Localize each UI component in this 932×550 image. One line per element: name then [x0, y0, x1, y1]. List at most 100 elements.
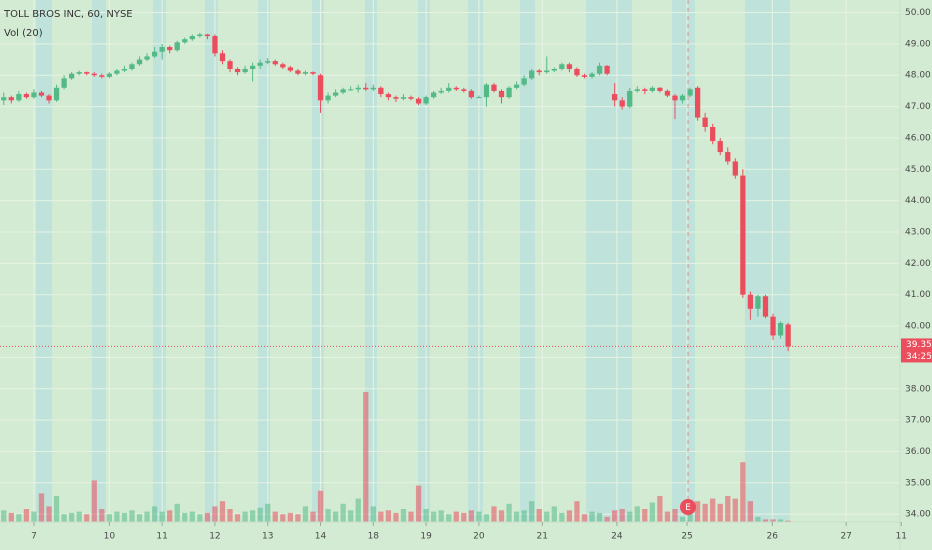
- candle-body: [777, 322, 784, 336]
- candle-body: [227, 61, 233, 69]
- candle-body: [551, 68, 557, 71]
- candle-body: [189, 36, 195, 40]
- volume-bar: [219, 501, 226, 522]
- x-tick-label: 11: [896, 532, 907, 542]
- x-tick-label: 18: [368, 532, 380, 542]
- candle-body: [476, 97, 482, 99]
- volume-bar: [287, 512, 293, 522]
- session-bands: [36, 0, 790, 522]
- y-tick-label: 40.00: [905, 322, 931, 332]
- candle-body: [265, 61, 271, 63]
- volume-bar: [423, 509, 429, 522]
- session-band: [586, 0, 632, 522]
- candle-body: [129, 64, 135, 69]
- volume-bar: [272, 511, 278, 522]
- volume-bar: [506, 503, 512, 522]
- candle-body: [340, 89, 346, 93]
- volume-bar: [400, 509, 407, 522]
- candle-body: [38, 92, 45, 96]
- earnings-marker[interactable]: [680, 499, 696, 515]
- volume-bar: [159, 511, 165, 522]
- candle-body: [91, 73, 97, 76]
- volume-bar: [431, 511, 437, 522]
- countdown-label: 34:25: [906, 352, 932, 362]
- x-tick-label: 26: [767, 532, 779, 542]
- volume-bar: [280, 514, 286, 522]
- volume-bar: [355, 498, 361, 522]
- volume-bar: [16, 514, 22, 522]
- candle-body: [310, 72, 316, 74]
- last-price-label: 39.35: [906, 340, 932, 350]
- volume-bar: [770, 519, 776, 522]
- volume-bar: [99, 509, 105, 522]
- candle-body: [272, 61, 278, 65]
- y-tick-label: 35.00: [905, 478, 931, 488]
- candle-body: [363, 87, 369, 90]
- volume-bar: [204, 512, 211, 522]
- candle-body: [31, 92, 37, 98]
- volume-bar: [265, 503, 271, 522]
- x-tick-label: 21: [537, 532, 548, 542]
- candle-body: [483, 84, 490, 98]
- candle-body: [355, 87, 361, 90]
- volume-label: Vol (20): [4, 28, 43, 39]
- x-tick-label: 14: [315, 532, 327, 542]
- candle-body: [694, 87, 701, 118]
- candle-body: [612, 94, 618, 101]
- volume-bar: [182, 512, 188, 522]
- candle-body: [717, 141, 723, 153]
- earnings-marker-label[interactable]: E: [685, 503, 691, 513]
- candle-body: [159, 47, 165, 52]
- candle-body: [400, 97, 407, 99]
- volume-bar: [702, 503, 708, 522]
- volume-bar: [521, 510, 527, 522]
- volume-bar: [551, 506, 557, 522]
- candle-body: [76, 72, 82, 74]
- volume-bar: [325, 509, 331, 522]
- candle-body: [521, 78, 527, 85]
- candle-body: [317, 75, 324, 101]
- candle-body: [453, 87, 459, 90]
- volume-bar: [38, 493, 45, 522]
- candle-body: [423, 97, 429, 104]
- y-tick-label: 46.00: [905, 133, 931, 143]
- volume-bar: [589, 511, 595, 522]
- volume-bar: [694, 501, 701, 522]
- volume-bar: [755, 516, 761, 522]
- y-tick-label: 50.00: [905, 8, 931, 18]
- x-tick-label: 25: [681, 532, 692, 542]
- session-band: [745, 0, 790, 522]
- volume-bar: [257, 507, 263, 522]
- candle-body: [710, 126, 716, 142]
- candle-body: [1, 97, 7, 101]
- candle-body: [99, 75, 105, 77]
- volume-bar: [596, 512, 603, 522]
- y-tick-label: 48.00: [905, 71, 931, 81]
- volume-bar: [250, 510, 256, 522]
- candle-body: [604, 65, 610, 74]
- candle-body: [234, 68, 241, 73]
- candle-body: [242, 68, 248, 73]
- volume-bar: [121, 512, 128, 522]
- volume-bar: [762, 519, 769, 522]
- candle-body: [642, 89, 648, 91]
- candle-body: [544, 70, 550, 73]
- volume-bar: [491, 506, 497, 522]
- volume-bar: [189, 511, 195, 522]
- chart-title: TOLL BROS INC, 60, NYSE: [3, 9, 133, 20]
- candle-body: [672, 95, 678, 101]
- volume-bar: [657, 496, 663, 522]
- x-tick-label: 20: [473, 532, 485, 542]
- candle-body: [69, 73, 75, 79]
- volume-bar: [453, 511, 459, 522]
- volume-bar: [84, 514, 90, 522]
- candle-body: [468, 90, 474, 98]
- candle-body: [687, 89, 693, 96]
- candle-body: [574, 68, 580, 76]
- candle-body: [84, 72, 90, 74]
- candle-body: [219, 53, 226, 62]
- volume-bar: [612, 510, 618, 522]
- candle-body: [378, 87, 384, 95]
- volume-bar: [385, 510, 392, 522]
